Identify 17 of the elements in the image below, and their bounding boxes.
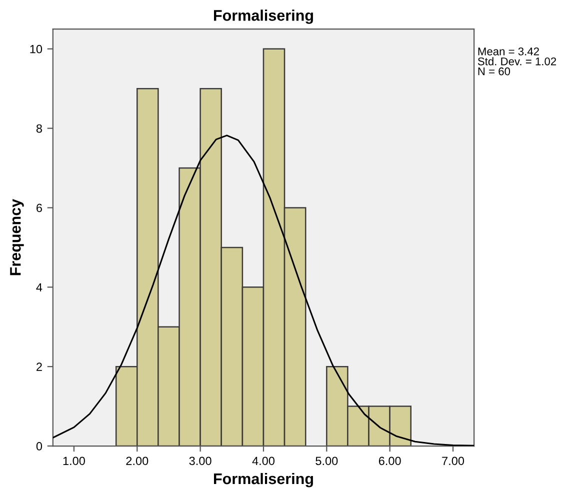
x-tick-label: 2.00: [126, 456, 148, 466]
x-tick-label: 1.00: [63, 456, 85, 466]
x-tick-label: 4.00: [252, 456, 275, 466]
x-axis-title: Formalisering: [214, 472, 313, 488]
y-tick-label: 8: [36, 124, 42, 133]
x-tick-label: 7.00: [442, 456, 464, 466]
text: Mean = 3.42 Std. Dev. = 1.02 N = 60: [478, 48, 556, 76]
y-tick-label: 0: [36, 442, 42, 450]
x-tick-label: 6.00: [378, 456, 401, 466]
x-tick-label: 5.00: [316, 456, 338, 466]
y-tick-label: 6: [36, 204, 42, 212]
chart-title: Formalisering: [214, 10, 313, 24]
y-tick-label: 10: [30, 44, 42, 54]
y-tick-label: 2: [36, 362, 42, 371]
x-tick-label: 3.00: [189, 456, 212, 466]
y-axis-title: Frequency: [10, 198, 24, 276]
y-tick-label: 4: [36, 283, 42, 292]
